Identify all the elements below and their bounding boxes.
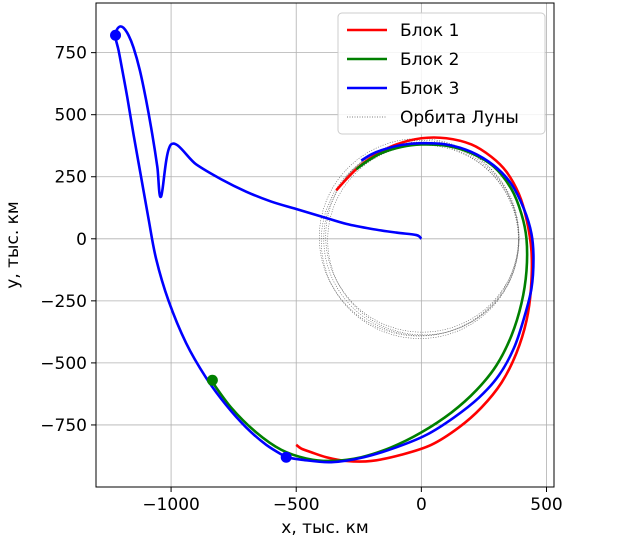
x-tick-label: −1000	[142, 495, 200, 515]
series-line-3	[285, 141, 535, 464]
series-marker-2	[206, 374, 218, 386]
legend-label: Орбита Луны	[400, 108, 519, 128]
legend: Блок 1 Блок 2 Блок 3 Орбита Луны	[337, 12, 546, 135]
y-tick-label: 500	[55, 106, 87, 126]
y-axis-label: y, тыс. км	[3, 201, 23, 288]
series-line-4	[114, 25, 423, 459]
y-tick-label: −750	[40, 416, 87, 436]
series-marker-3	[280, 451, 292, 463]
legend-label: Блок 1	[400, 21, 459, 41]
trajectories	[114, 25, 535, 464]
legend-label: Блок 2	[400, 50, 459, 70]
series-marker-4	[110, 29, 122, 41]
moon-orbit-circle	[318, 138, 519, 337]
x-tick-label: 500	[530, 495, 562, 515]
y-tick-label: 750	[55, 44, 87, 64]
y-tick-label: −500	[40, 354, 87, 374]
markers	[110, 29, 292, 463]
moon-orbit-circle	[325, 140, 520, 333]
series-line-1	[295, 136, 534, 463]
plot-frame	[95, 2, 555, 488]
x-tick-label: 0	[416, 495, 427, 515]
y-tick-label: 0	[76, 230, 87, 250]
y-tick-label: −250	[40, 292, 87, 312]
axis-ticks: −1000 −500 0 500 −750 −500 −250 0 250 500 750	[40, 44, 562, 515]
legend-box	[337, 12, 546, 135]
x-axis-label: x, тыс. км	[281, 518, 368, 538]
x-tick-label: −500	[273, 495, 320, 515]
moon-orbit-circle	[320, 142, 519, 339]
y-tick-label: 250	[55, 168, 87, 188]
legend-label: Блок 3	[400, 79, 459, 99]
series-line-2	[210, 143, 529, 463]
